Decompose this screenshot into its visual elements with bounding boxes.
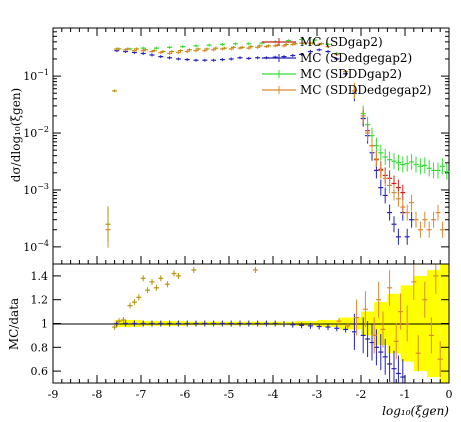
- legend: MC (SDgap2) MC (SDedgegap2) MC (SDDDgap2) M…: [262, 35, 431, 97]
- x-axis-label: log₁₀(ξgen): [382, 404, 449, 418]
- x-tick-label: -5: [224, 388, 235, 401]
- legend-entry: MC (SDDDedgegap2): [300, 83, 431, 97]
- ratio-panel: 0.6 0.8 1 1.2 1.4 -9 -8 -7 -6 -5 -4 -3 -2 -1 0 MC/dat…: [7, 28, 453, 418]
- main-y-axis-label: dσ/dlog₁₀(ξgen): [9, 88, 23, 182]
- ratio-y-axis-label: MC/data: [7, 298, 21, 350]
- x-tick-label: -9: [48, 388, 59, 401]
- x-tick-label: -1: [400, 388, 411, 401]
- ratio-y-tick-label: 0.8: [31, 341, 49, 354]
- main-y-ticks: 10−4 10−3 10−2 10−1: [23, 27, 449, 254]
- legend-entry: MC (SDgap2): [300, 35, 383, 49]
- ratio-y-tick-label: 1.2: [31, 294, 49, 307]
- x-ticks: -9 -8 -7 -6 -5 -4 -3 -2 -1 0: [48, 28, 453, 401]
- main-y-tick-label: 10−1: [23, 68, 49, 83]
- ratio-y-ticks: 0.6 0.8 1 1.2 1.4: [31, 270, 449, 378]
- x-tick-label: -2: [356, 388, 367, 401]
- x-tick-label: -4: [268, 388, 279, 401]
- x-tick-label: -8: [92, 388, 103, 401]
- ratio-y-tick-label: 0.6: [31, 365, 49, 378]
- x-tick-label: -6: [180, 388, 191, 401]
- main-data-points: [105, 37, 450, 248]
- x-tick-label: 0: [446, 388, 453, 401]
- x-tick-label: -7: [136, 388, 147, 401]
- main-y-tick-label: 10−2: [23, 125, 49, 140]
- ratio-y-tick-label: 1: [41, 318, 48, 331]
- ratio-data-points: [112, 264, 443, 383]
- main-y-tick-label: 10−4: [23, 239, 49, 254]
- legend-entry: MC (SDedgegap2): [300, 51, 412, 65]
- main-panel: 10−4 10−3 10−2 10−1 MC (SDgap2) MC (SDedgega…: [9, 27, 450, 265]
- x-tick-label: -3: [312, 388, 323, 401]
- ratio-y-tick-label: 1.4: [31, 270, 49, 283]
- main-y-tick-label: 10−3: [23, 182, 49, 197]
- legend-entry: MC (SDDDgap2): [300, 67, 402, 81]
